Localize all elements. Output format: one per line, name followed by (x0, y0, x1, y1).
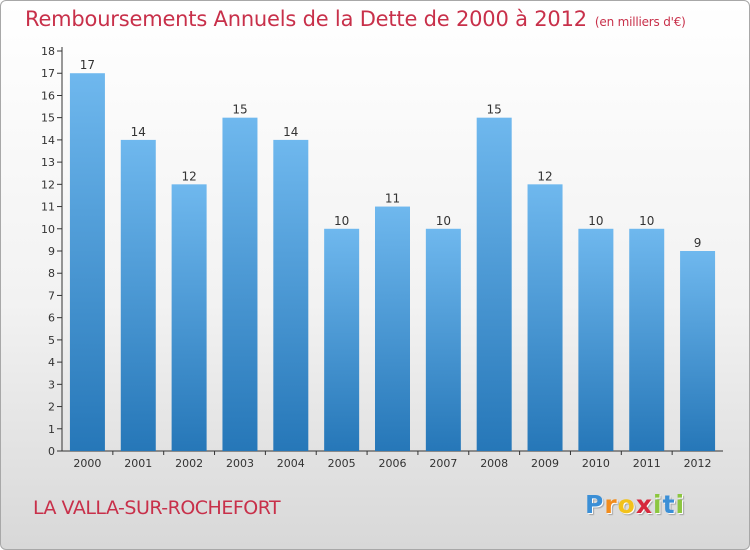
x-tick-label: 2004 (277, 457, 305, 470)
bar-2006 (375, 206, 410, 451)
x-tick-label: 2012 (684, 457, 712, 470)
chart-unit-note: (en milliers d'€) (594, 15, 686, 29)
bars (69, 73, 716, 452)
y-tick-label: 12 (41, 178, 55, 191)
logo-letter: P (585, 490, 605, 519)
x-tick-label: 2008 (480, 457, 508, 470)
bar-2007 (425, 228, 461, 451)
y-tick-label: 16 (41, 89, 55, 102)
x-tick-label: 2009 (531, 457, 559, 470)
y-tick-label: 17 (41, 67, 55, 80)
logo-letter: x (635, 490, 653, 519)
bar-2010 (578, 228, 614, 451)
y-tick-label: 8 (48, 267, 55, 280)
x-tick-label: 2006 (379, 457, 407, 470)
logo-letter: i (653, 490, 663, 519)
y-tick-label: 9 (48, 245, 55, 258)
bar-2001 (120, 139, 156, 451)
x-tick-label: 2011 (633, 457, 661, 470)
bar-value-label: 11 (385, 192, 400, 206)
bar-value-label: 10 (334, 214, 349, 228)
x-tick-label: 2002 (175, 457, 203, 470)
y-tick-label: 2 (48, 401, 55, 414)
y-tick-label: 1 (48, 423, 55, 436)
bar-value-label: 10 (436, 214, 451, 228)
y-tick-label: 7 (48, 289, 55, 302)
y-tick-label: 18 (41, 45, 55, 58)
bar-value-label: 15 (487, 103, 502, 117)
bar-value-label: 17 (80, 58, 95, 72)
y-tick-label: 14 (41, 134, 55, 147)
bar-2009 (527, 184, 563, 452)
bar-2011 (629, 228, 665, 451)
y-tick-label: 5 (48, 334, 55, 347)
logo-letter: i (675, 490, 686, 519)
bar-2004 (273, 139, 309, 451)
logo-letter: r (604, 490, 618, 519)
bar-2003 (222, 117, 258, 452)
bar-value-label: 12 (537, 169, 552, 183)
logo-letter: t (662, 490, 676, 519)
logo-letter: o (617, 490, 636, 519)
y-tick-label: 11 (41, 201, 55, 214)
bar-2012 (680, 251, 716, 451)
x-tick-label: 2003 (226, 457, 254, 470)
y-tick-label: 6 (48, 312, 55, 325)
data-labels: 17 14 12 15 14 10 11 10 15 12 10 10 9 (80, 58, 702, 250)
bar-2002 (171, 184, 207, 452)
chart-title: Remboursements Annuels de la Dette de 20… (25, 7, 686, 31)
y-tick-label: 15 (41, 112, 55, 125)
y-tick-label: 10 (41, 223, 55, 236)
x-axis: 2000 2001 2002 2003 2004 2005 2006 2007 2008 2009… (62, 450, 723, 470)
bar-value-label: 9 (694, 236, 702, 250)
bar-value-label: 10 (639, 214, 654, 228)
place-name: LA VALLA-SUR-ROCHEFORT (33, 497, 281, 519)
y-tick-label: 13 (41, 156, 55, 169)
y-tick-label: 4 (48, 356, 55, 369)
bar-value-label: 12 (181, 169, 196, 183)
y-tick-label: 0 (48, 445, 55, 458)
bar-2008 (476, 117, 512, 452)
bar-2000 (69, 73, 105, 451)
x-tick-label: 2007 (429, 457, 457, 470)
bar-value-label: 15 (232, 103, 247, 117)
x-tick-label: 2000 (73, 457, 101, 470)
bar-value-label: 10 (588, 214, 603, 228)
bar-value-label: 14 (283, 125, 298, 139)
proxiti-logo: Proxiti (585, 490, 685, 519)
x-tick-label: 2001 (124, 457, 152, 470)
x-tick-label: 2005 (328, 457, 356, 470)
bar-2005 (324, 228, 360, 451)
y-tick-label: 3 (48, 378, 55, 391)
bar-value-label: 14 (131, 125, 146, 139)
x-tick-label: 2010 (582, 457, 610, 470)
